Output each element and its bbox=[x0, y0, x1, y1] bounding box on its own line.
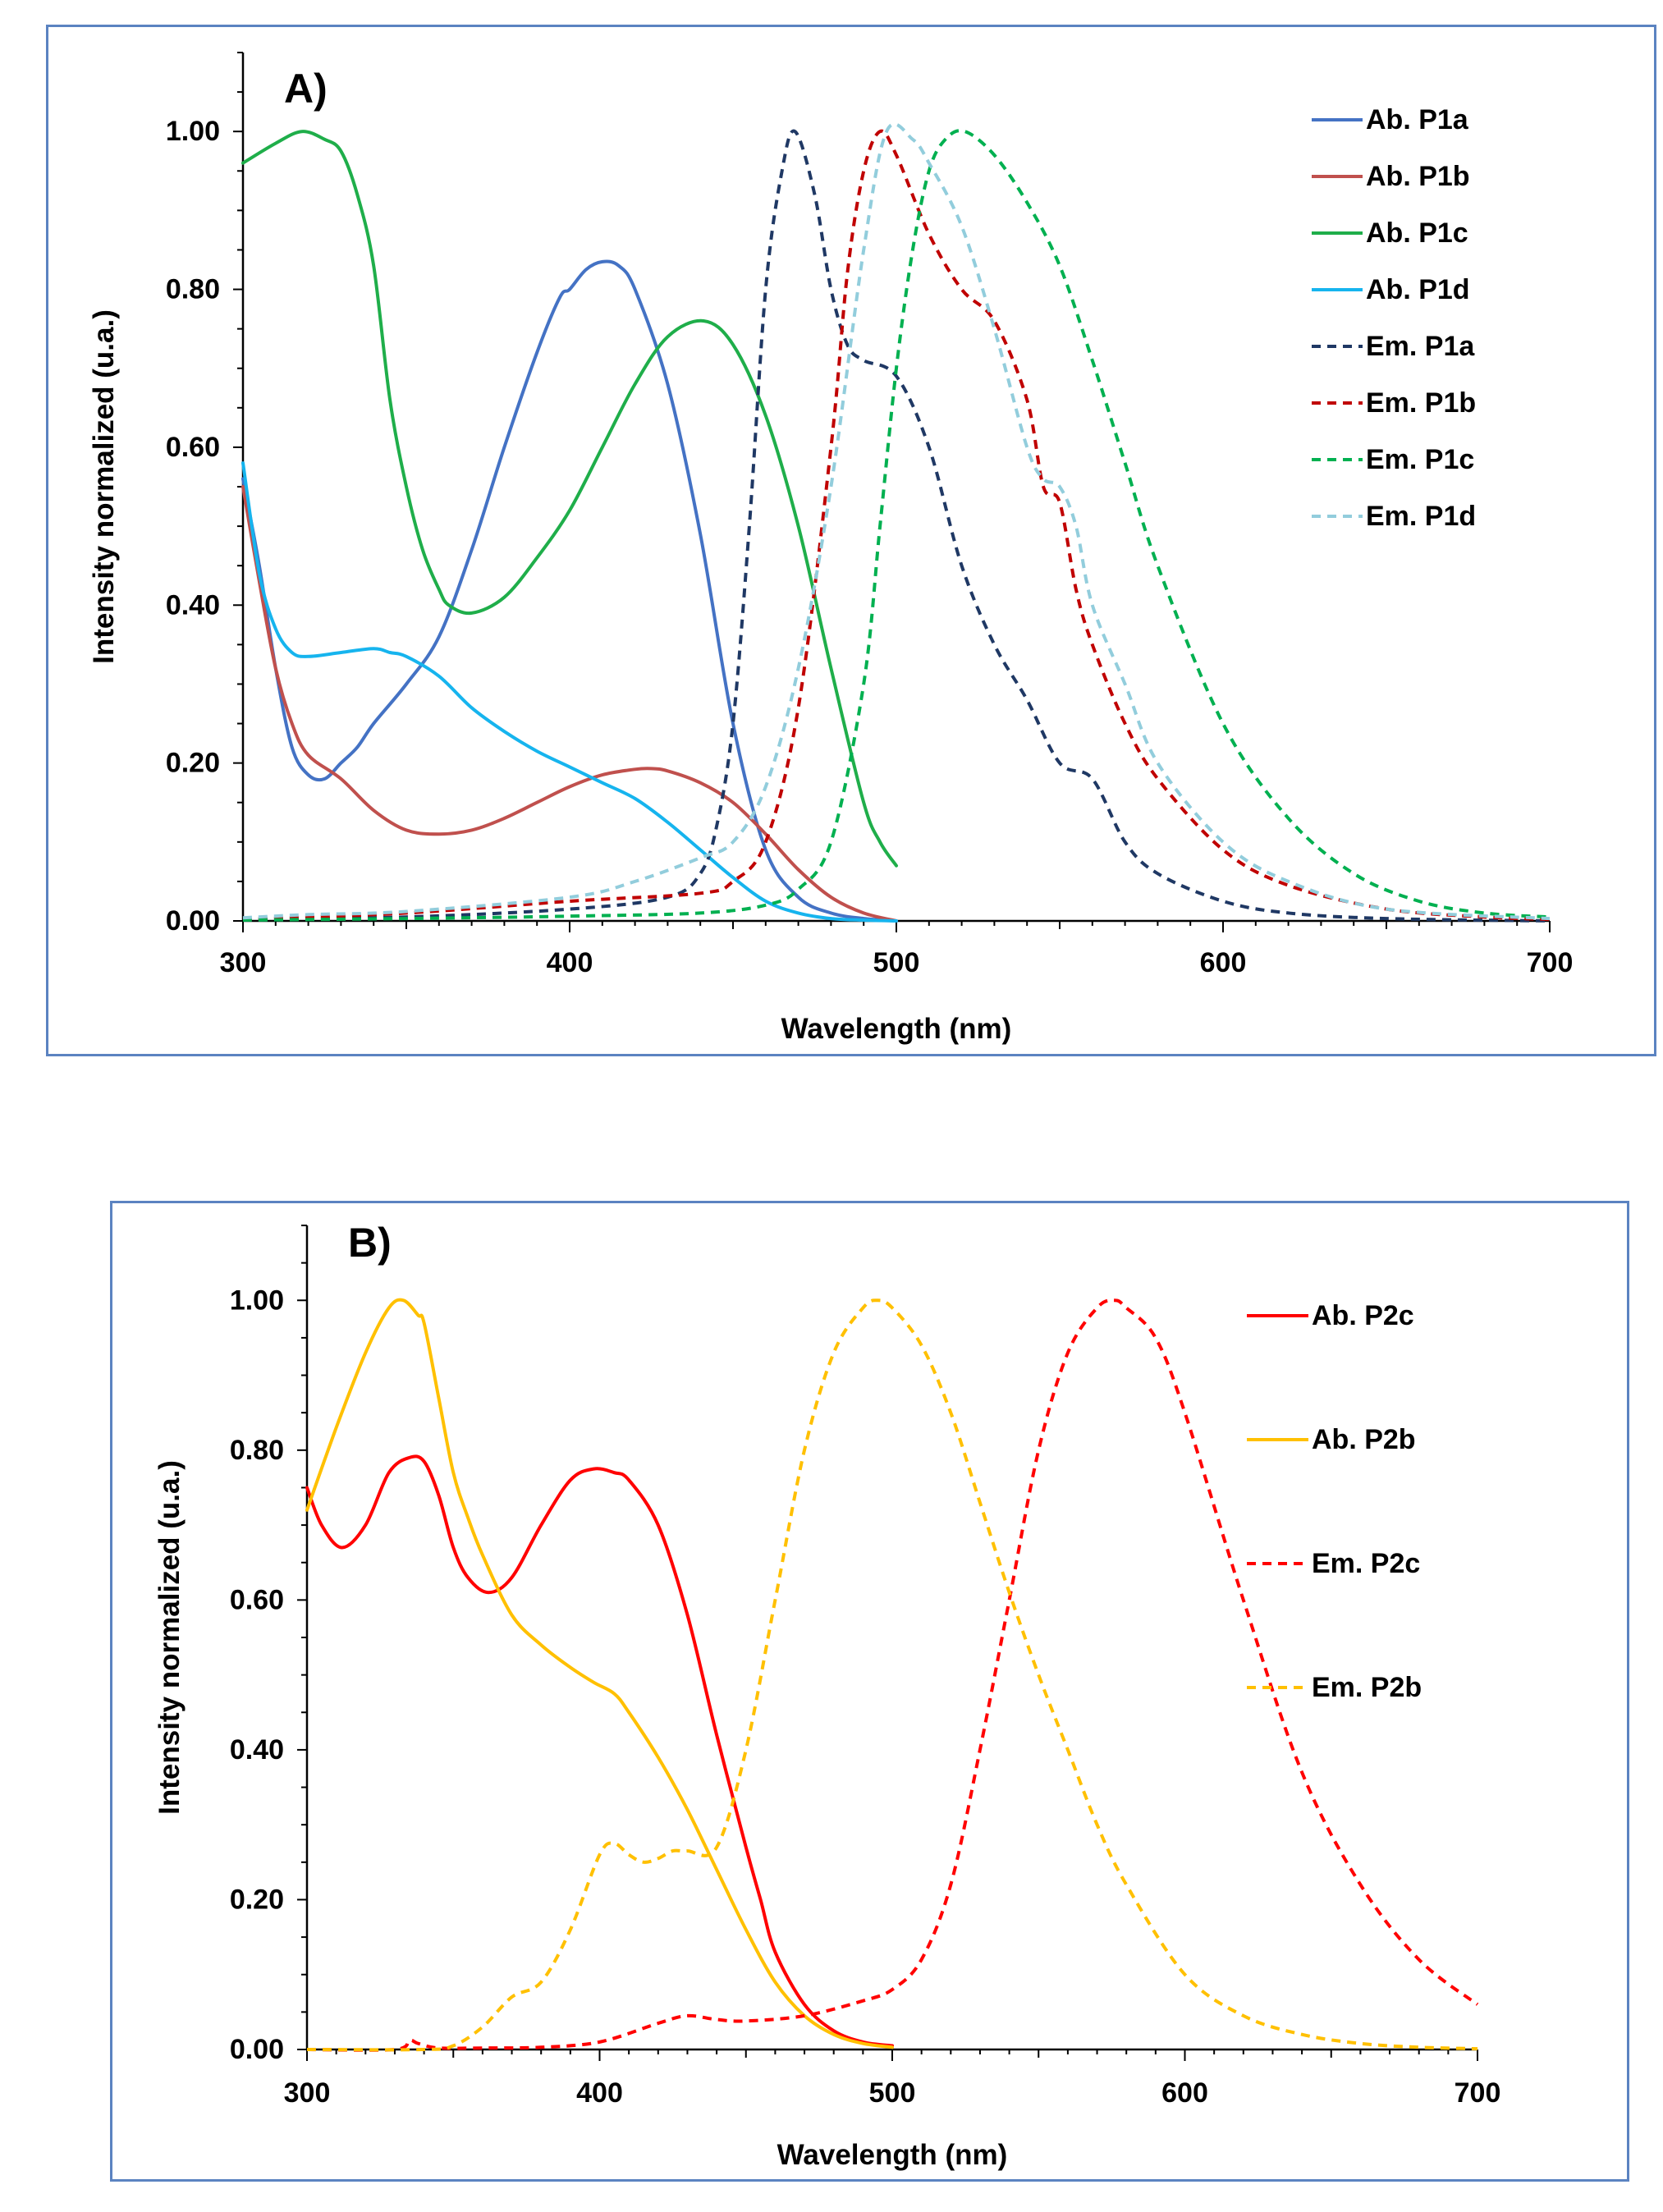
chart-a-svg: 0.00 0.20 0.40 0.60 0.80 1.00 300 400 500 600 700 W… bbox=[46, 25, 1656, 1056]
b-y-tick-label: 1.00 bbox=[230, 1285, 284, 1316]
a-x-tick-label: 300 bbox=[220, 947, 267, 978]
a-legend-label-2: Ab. P1b bbox=[1366, 161, 1470, 192]
a-series-line-4 bbox=[241, 461, 898, 923]
b-x-tick-label: 400 bbox=[576, 2077, 623, 2109]
b-y-tick-label: 0.40 bbox=[230, 1734, 284, 1765]
a-x-axis-title: Wavelength (nm) bbox=[781, 1013, 1012, 1045]
a-y-tick-label: 0.40 bbox=[166, 589, 220, 621]
b-legend-label-4: Em. P2b bbox=[1312, 1672, 1422, 1703]
chart-panel-b: 0.00 0.20 0.40 0.60 0.80 1.00 300 400 500 600 700 W… bbox=[110, 1201, 1629, 2182]
a-y-tick-label: 1.00 bbox=[166, 116, 220, 147]
b-y-tick-label: 0.60 bbox=[230, 1584, 284, 1615]
b-chart-frame bbox=[110, 1201, 1629, 2182]
b-y-tick-label: 0.80 bbox=[230, 1435, 284, 1466]
b-series-line-4 bbox=[306, 1298, 1478, 2052]
b-series-line-1 bbox=[305, 1454, 894, 2048]
b-y-axis-title: Intensity normalized (u.a.) bbox=[153, 1460, 186, 1815]
a-legend-label-1: Ab. P1a bbox=[1366, 104, 1469, 135]
a-series-line-1 bbox=[241, 259, 898, 923]
a-panel-label: A) bbox=[284, 66, 328, 112]
a-y-tick-label: 0.20 bbox=[166, 748, 220, 779]
b-y-tick-label: 0.20 bbox=[230, 1884, 284, 1915]
a-series-line-7 bbox=[242, 129, 1551, 922]
a-legend-label-6: Em. P1b bbox=[1366, 387, 1476, 419]
b-legend-label-3: Em. P2c bbox=[1312, 1548, 1420, 1579]
a-chart-frame bbox=[46, 25, 1656, 1056]
a-legend-label-4: Ab. P1d bbox=[1366, 274, 1470, 305]
a-y-axis-title: Intensity normalized (u.a.) bbox=[88, 309, 120, 664]
a-y-tick-label: 0.80 bbox=[166, 274, 220, 305]
b-x-tick-label: 700 bbox=[1455, 2077, 1501, 2109]
b-panel-label: B) bbox=[348, 1220, 392, 1266]
chart-b-svg: 0.00 0.20 0.40 0.60 0.80 1.00 300 400 500 600 700 W… bbox=[110, 1201, 1629, 2182]
a-series-line-2 bbox=[241, 485, 898, 923]
b-x-tick-label: 300 bbox=[284, 2077, 331, 2109]
a-legend-label-8: Em. P1d bbox=[1366, 501, 1476, 532]
chart-panel-a: 0.00 0.20 0.40 0.60 0.80 1.00 300 400 500 600 700 W… bbox=[46, 25, 1656, 1056]
a-series-line-3 bbox=[241, 130, 898, 868]
a-legend-label-5: Em. P1a bbox=[1366, 331, 1475, 362]
a-y-tick-label: 0.60 bbox=[166, 432, 220, 463]
a-y-tick-label: 0.00 bbox=[166, 905, 220, 937]
a-legend-label-7: Em. P1c bbox=[1366, 444, 1474, 475]
a-x-tick-label: 500 bbox=[873, 947, 920, 978]
b-y-tick-label: 0.00 bbox=[230, 2034, 284, 2065]
b-legend-label-1: Ab. P2c bbox=[1312, 1300, 1414, 1331]
a-legend-label-3: Ab. P1c bbox=[1366, 218, 1468, 249]
b-x-axis-title: Wavelength (nm) bbox=[777, 2139, 1008, 2171]
b-x-tick-label: 500 bbox=[869, 2077, 916, 2109]
a-series-line-5 bbox=[242, 129, 1551, 923]
a-x-tick-label: 400 bbox=[547, 947, 593, 978]
a-x-tick-label: 600 bbox=[1200, 947, 1247, 978]
b-series-line-2 bbox=[305, 1298, 894, 2049]
a-series-line-8 bbox=[242, 122, 1551, 921]
a-x-tick-label: 700 bbox=[1527, 947, 1574, 978]
b-x-tick-label: 600 bbox=[1161, 2077, 1208, 2109]
a-series-line-6 bbox=[242, 129, 1551, 922]
b-legend-label-2: Ab. P2b bbox=[1312, 1424, 1416, 1455]
